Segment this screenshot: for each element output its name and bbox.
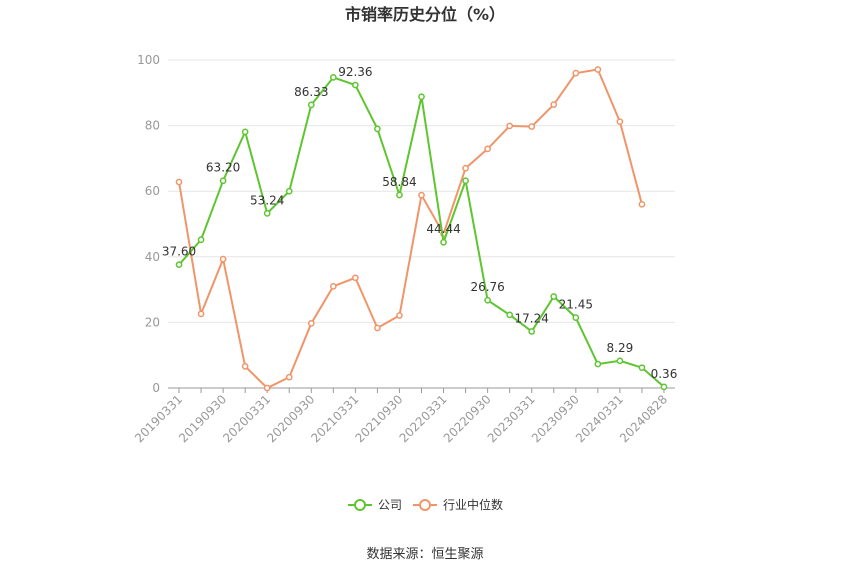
legend-item-industry[interactable]: 行业中位数: [413, 497, 503, 512]
series-line-1: [178, 68, 643, 390]
data-point[interactable]: [329, 282, 337, 290]
legend-marker-industry: [419, 499, 431, 511]
legend-label-industry: 行业中位数: [443, 497, 503, 512]
data-point[interactable]: [550, 293, 558, 300]
data-point[interactable]: [506, 311, 514, 319]
data-point[interactable]: [638, 364, 646, 372]
data-label: 44.44: [426, 222, 460, 236]
series-line-0: [178, 76, 665, 388]
data-point[interactable]: [550, 101, 558, 108]
y-tick-label: 60: [145, 184, 160, 198]
data-point[interactable]: [263, 384, 271, 392]
data-point[interactable]: [484, 296, 491, 304]
data-point[interactable]: [396, 191, 403, 199]
data-point[interactable]: [418, 191, 425, 199]
data-point[interactable]: [638, 200, 646, 208]
data-point[interactable]: [374, 125, 381, 133]
data-label: 0.36: [651, 367, 678, 381]
data-label: 37.60: [162, 245, 196, 259]
data-label: 26.76: [470, 280, 504, 294]
data-point[interactable]: [660, 383, 668, 391]
data-point[interactable]: [594, 360, 602, 368]
data-point[interactable]: [285, 373, 293, 381]
data-point[interactable]: [528, 328, 536, 335]
data-point[interactable]: [329, 74, 337, 81]
data-point[interactable]: [241, 128, 249, 136]
legend-marker-company: [354, 499, 366, 511]
data-label: 17.24: [515, 311, 549, 325]
data-point[interactable]: [175, 178, 183, 186]
data-point[interactable]: [462, 164, 469, 172]
data-label: 8.29: [607, 341, 634, 355]
grid: [168, 59, 675, 323]
legend-label-company: 公司: [378, 498, 402, 512]
data-point[interactable]: [352, 81, 359, 89]
data-point[interactable]: [572, 69, 580, 77]
data-label: 63.20: [206, 161, 240, 175]
data-point[interactable]: [506, 122, 514, 130]
data-label: 92.36: [338, 65, 372, 79]
x-tick-label: 20240828: [617, 392, 670, 445]
data-labels: 37.60 63.20 53.24 86.33 92.36 58.84 44.44 26.76…: [162, 65, 677, 381]
data-point[interactable]: [374, 324, 381, 332]
data-label: 21.45: [559, 298, 593, 312]
source-note: 数据来源：恒生聚源: [366, 547, 483, 562]
data-point[interactable]: [241, 363, 249, 370]
legend: 公司 行业中位数: [348, 497, 503, 512]
y-tick-label: 100: [137, 53, 160, 67]
data-point[interactable]: [219, 255, 227, 263]
legend-item-company[interactable]: 公司: [348, 498, 402, 512]
chart-title: 市销率历史分位（%）: [345, 5, 505, 24]
y-tick-label: 20: [145, 315, 160, 329]
data-point[interactable]: [197, 310, 205, 318]
data-point[interactable]: [528, 123, 536, 130]
data-point[interactable]: [440, 238, 447, 246]
data-point[interactable]: [616, 118, 624, 126]
y-tick-label: 80: [145, 119, 160, 133]
data-point[interactable]: [307, 101, 315, 109]
data-point[interactable]: [263, 210, 271, 217]
data-point[interactable]: [594, 66, 602, 73]
data-point[interactable]: [175, 261, 183, 269]
data-point[interactable]: [219, 177, 227, 185]
series-layer: [175, 66, 668, 392]
data-point[interactable]: [352, 274, 359, 282]
data-point[interactable]: [285, 187, 293, 195]
data-point[interactable]: [418, 93, 425, 101]
data-point[interactable]: [462, 177, 469, 185]
data-point[interactable]: [307, 320, 315, 327]
axes: 0204060801002019033120190930202003312020…: [132, 53, 675, 445]
y-tick-label: 0: [152, 381, 160, 395]
data-point[interactable]: [616, 357, 624, 365]
data-label: 86.33: [294, 85, 328, 99]
data-point[interactable]: [197, 236, 205, 244]
y-tick-label: 40: [145, 250, 160, 264]
data-point[interactable]: [572, 314, 580, 321]
data-label: 53.24: [250, 193, 284, 207]
data-point[interactable]: [484, 145, 491, 153]
data-point[interactable]: [396, 312, 403, 319]
data-label: 58.84: [382, 175, 416, 189]
